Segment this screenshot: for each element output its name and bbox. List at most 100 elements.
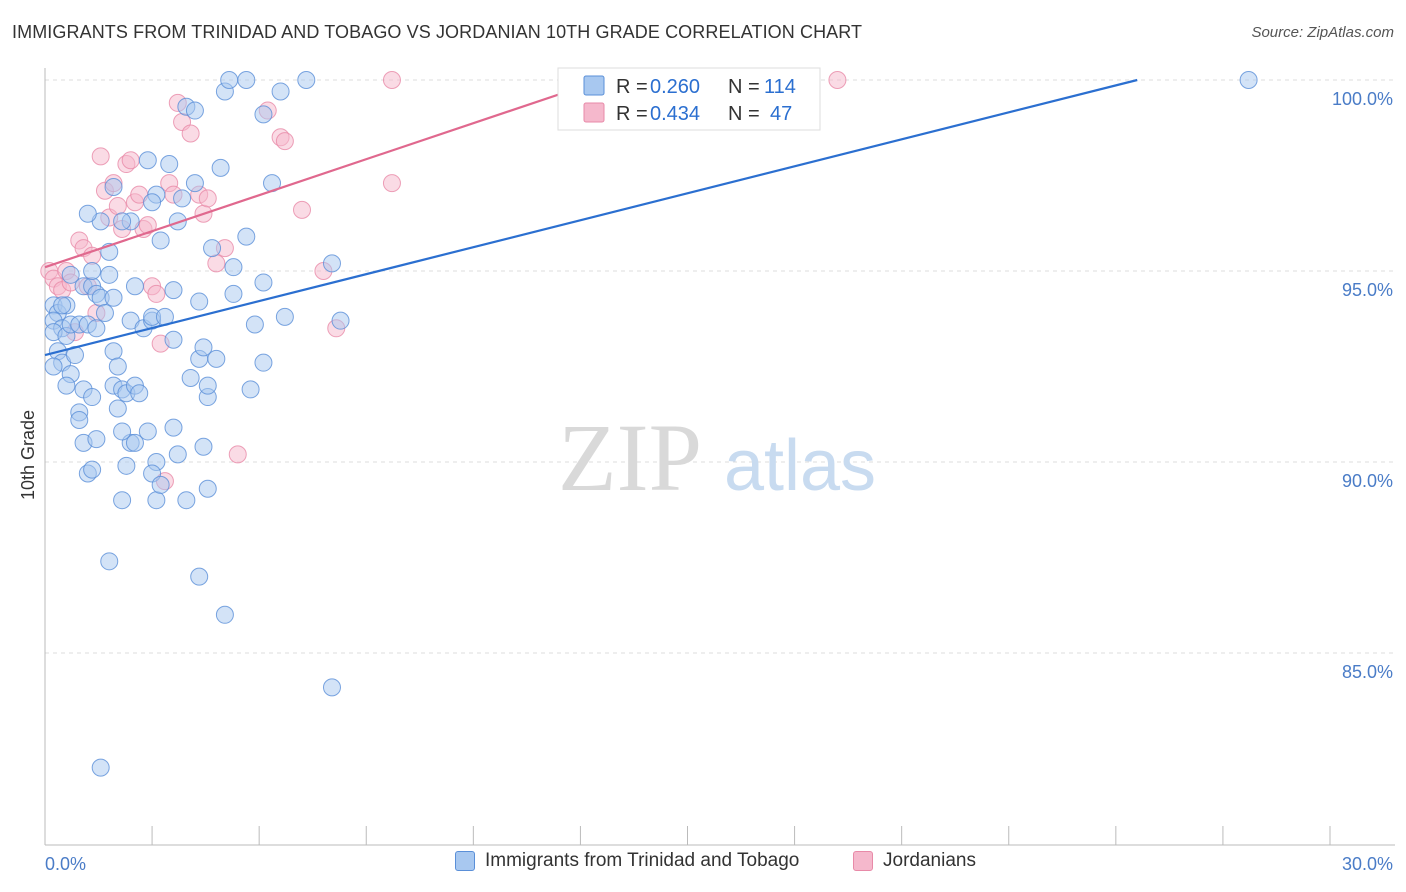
legend-label-jordanians: Jordanians xyxy=(883,850,976,871)
point-trinidad-tobago xyxy=(207,349,226,368)
stats-n-label-blue: N = xyxy=(728,76,760,98)
point-jordanians xyxy=(382,71,401,89)
y-axis-label: 10th Grade xyxy=(18,410,38,500)
point-trinidad-tobago xyxy=(160,155,179,174)
stats-r-label-pink: R = xyxy=(616,103,648,125)
y-tick-label: 100.0% xyxy=(1332,89,1393,109)
stats-n-value-pink: 47 xyxy=(770,103,792,125)
point-trinidad-tobago xyxy=(83,460,102,479)
point-trinidad-tobago xyxy=(168,445,187,464)
y-tick-label: 90.0% xyxy=(1342,471,1393,491)
point-trinidad-tobago xyxy=(44,357,63,376)
trend-line-jordanians xyxy=(44,78,603,269)
stats-n-value-blue: 114 xyxy=(764,76,796,98)
source-label: Source: ZipAtlas.com xyxy=(1251,24,1394,41)
point-trinidad-tobago xyxy=(1239,71,1258,89)
point-trinidad-tobago xyxy=(322,678,341,697)
point-jordanians xyxy=(147,284,166,303)
stats-legend: R = 0.260 N = 114 R = 0.434 N = 47 xyxy=(557,67,821,131)
point-trinidad-tobago xyxy=(104,288,123,307)
point-jordanians xyxy=(108,197,127,216)
point-trinidad-tobago xyxy=(104,177,123,196)
point-trinidad-tobago xyxy=(130,384,149,403)
point-trinidad-tobago xyxy=(185,101,204,120)
point-trinidad-tobago xyxy=(117,456,136,475)
point-trinidad-tobago xyxy=(220,71,239,89)
point-trinidad-tobago xyxy=(125,277,144,296)
point-trinidad-tobago xyxy=(87,430,106,449)
series-trinidad-tobago xyxy=(44,71,1258,777)
point-trinidad-tobago xyxy=(224,258,243,277)
point-trinidad-tobago xyxy=(78,204,97,223)
point-jordanians xyxy=(293,200,311,219)
point-trinidad-tobago xyxy=(143,193,162,212)
y-tick-label: 95.0% xyxy=(1342,280,1393,300)
point-trinidad-tobago xyxy=(104,342,123,361)
point-trinidad-tobago xyxy=(100,265,119,284)
point-trinidad-tobago xyxy=(275,307,294,326)
trend-lines xyxy=(44,78,1138,357)
axis-labels: 85.0% 90.0% 95.0% 100.0% 0.0% 30.0% 10th Grade xyxy=(18,89,1393,874)
point-trinidad-tobago xyxy=(254,353,273,372)
point-jordanians xyxy=(181,124,200,143)
axes-layer xyxy=(44,68,1395,846)
point-jordanians xyxy=(228,445,247,464)
point-trinidad-tobago xyxy=(125,433,144,452)
point-trinidad-tobago xyxy=(194,437,213,456)
x-tick-label-max: 30.0% xyxy=(1342,854,1393,874)
point-trinidad-tobago xyxy=(151,475,170,494)
legend-item-trinidad-tobago[interactable]: Immigrants from Trinidad and Tobago xyxy=(455,850,799,872)
point-trinidad-tobago xyxy=(237,71,256,89)
point-trinidad-tobago xyxy=(168,212,187,231)
chart-title: IMMIGRANTS FROM TRINIDAD AND TOBAGO VS J… xyxy=(12,22,863,42)
stats-n-label-pink: N = xyxy=(728,103,760,125)
point-trinidad-tobago xyxy=(198,376,217,395)
point-trinidad-tobago xyxy=(113,422,132,441)
point-trinidad-tobago xyxy=(87,319,106,338)
point-jordanians xyxy=(207,254,226,273)
y-tick-label: 85.0% xyxy=(1342,662,1393,682)
point-trinidad-tobago xyxy=(224,284,243,303)
point-trinidad-tobago xyxy=(173,189,192,208)
point-trinidad-tobago xyxy=(61,265,80,284)
point-jordanians xyxy=(382,174,401,193)
stats-swatch-blue xyxy=(583,75,605,96)
point-jordanians xyxy=(91,147,110,166)
point-trinidad-tobago xyxy=(164,330,183,349)
grid-layer xyxy=(45,79,1395,654)
stats-r-value-pink: 0.434 xyxy=(650,103,700,125)
bottom-legend: Immigrants from Trinidad and Tobago Jord… xyxy=(0,850,1406,880)
point-trinidad-tobago xyxy=(181,368,200,387)
point-jordanians xyxy=(275,132,294,151)
legend-item-jordanians[interactable]: Jordanians xyxy=(853,850,976,872)
point-trinidad-tobago xyxy=(215,605,234,624)
point-trinidad-tobago xyxy=(190,292,209,311)
point-trinidad-tobago xyxy=(108,399,127,418)
point-trinidad-tobago xyxy=(113,212,132,231)
point-trinidad-tobago xyxy=(185,174,204,193)
point-trinidad-tobago xyxy=(70,410,89,429)
legend-swatch-blue xyxy=(455,851,475,871)
point-trinidad-tobago xyxy=(95,304,114,323)
legend-swatch-pink xyxy=(853,851,873,871)
trend-line-trinidad-tobago xyxy=(44,78,1138,357)
point-jordanians xyxy=(198,189,217,208)
point-trinidad-tobago xyxy=(83,388,102,407)
point-trinidad-tobago xyxy=(271,82,290,101)
point-jordanians xyxy=(828,71,847,89)
point-jordanians xyxy=(121,151,140,170)
point-trinidad-tobago xyxy=(151,231,170,250)
point-trinidad-tobago xyxy=(297,71,316,89)
point-trinidad-tobago xyxy=(203,239,222,258)
point-trinidad-tobago xyxy=(108,357,127,376)
point-trinidad-tobago xyxy=(100,552,119,571)
point-trinidad-tobago xyxy=(91,758,110,777)
point-trinidad-tobago xyxy=(164,281,183,300)
point-trinidad-tobago xyxy=(237,227,256,246)
point-trinidad-tobago xyxy=(113,491,132,510)
legend-label-trinidad-tobago: Immigrants from Trinidad and Tobago xyxy=(485,850,800,871)
watermark: ZIP atlas xyxy=(558,404,876,511)
x-tick-label-min: 0.0% xyxy=(45,854,86,874)
point-trinidad-tobago xyxy=(164,418,183,437)
